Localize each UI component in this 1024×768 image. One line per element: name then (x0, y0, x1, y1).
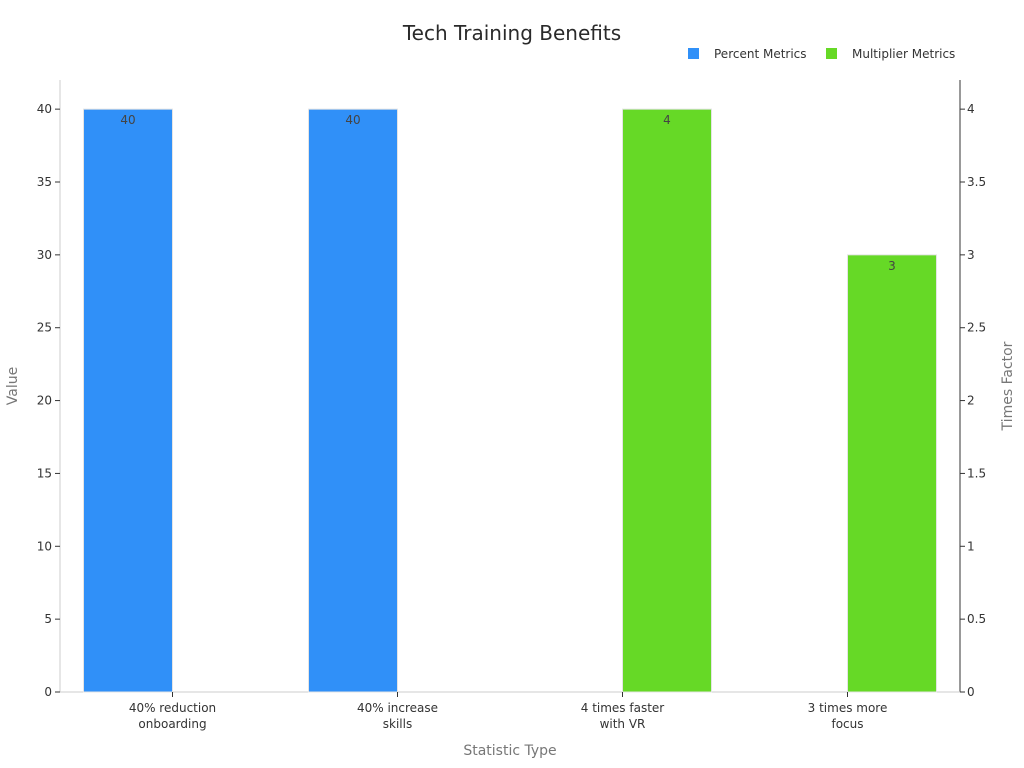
legend-swatch (826, 48, 837, 59)
x-category-label: 40% reduction (129, 701, 216, 715)
y2-tick-label: 0 (967, 685, 975, 699)
bars: 40 40 4 3 (83, 108, 937, 693)
y-axis-right-ticks: 0 0.5 1 1.5 2 2.5 3 3.5 4 (960, 102, 986, 699)
x-axis-categories: 40% reduction onboarding 40% increase skill… (129, 692, 888, 731)
y2-tick-label: 1.5 (967, 466, 986, 480)
x-axis-title: Statistic Type (463, 743, 556, 759)
x-category-label: skills (383, 717, 412, 731)
x-category-label: onboarding (138, 717, 206, 731)
bar (308, 108, 398, 693)
y-tick-label: 15 (37, 466, 52, 480)
bar-data-label: 40 (345, 113, 360, 127)
y2-tick-label: 1 (967, 539, 975, 553)
bar-data-label: 4 (663, 113, 671, 127)
bar (622, 108, 712, 693)
y2-tick-label: 2.5 (967, 321, 986, 335)
y-axis-left-ticks: 0 5 10 15 20 25 30 35 40 (37, 102, 60, 699)
bar-data-label: 3 (888, 259, 896, 273)
x-category-label: 3 times more (808, 701, 888, 715)
y-tick-label: 20 (37, 394, 52, 408)
legend-label: Multiplier Metrics (852, 47, 955, 61)
y-tick-label: 25 (37, 321, 52, 335)
x-category-label: 4 times faster (581, 701, 665, 715)
legend-label: Percent Metrics (714, 47, 807, 61)
bar-data-label: 40 (120, 113, 135, 127)
y2-tick-label: 3.5 (967, 175, 986, 189)
y-axis-left-title: Value (5, 367, 21, 405)
x-category-label: 40% increase (357, 701, 438, 715)
legend: Percent Metrics Multiplier Metrics (688, 47, 955, 61)
y-tick-label: 30 (37, 248, 52, 262)
bar (847, 254, 937, 693)
y-tick-label: 10 (37, 539, 52, 553)
y2-tick-label: 3 (967, 248, 975, 262)
chart-title: Tech Training Benefits (402, 21, 621, 45)
y-tick-label: 35 (37, 175, 52, 189)
y2-tick-label: 0.5 (967, 612, 986, 626)
legend-swatch (688, 48, 699, 59)
x-category-label: with VR (600, 717, 646, 731)
y2-tick-label: 2 (967, 394, 975, 408)
y-tick-label: 5 (44, 612, 52, 626)
x-category-label: focus (831, 717, 863, 731)
y-tick-label: 0 (44, 685, 52, 699)
y-axis-right-title: Times Factor (1000, 341, 1016, 431)
y-tick-label: 40 (37, 102, 52, 116)
bar (83, 108, 173, 693)
y2-tick-label: 4 (967, 102, 975, 116)
